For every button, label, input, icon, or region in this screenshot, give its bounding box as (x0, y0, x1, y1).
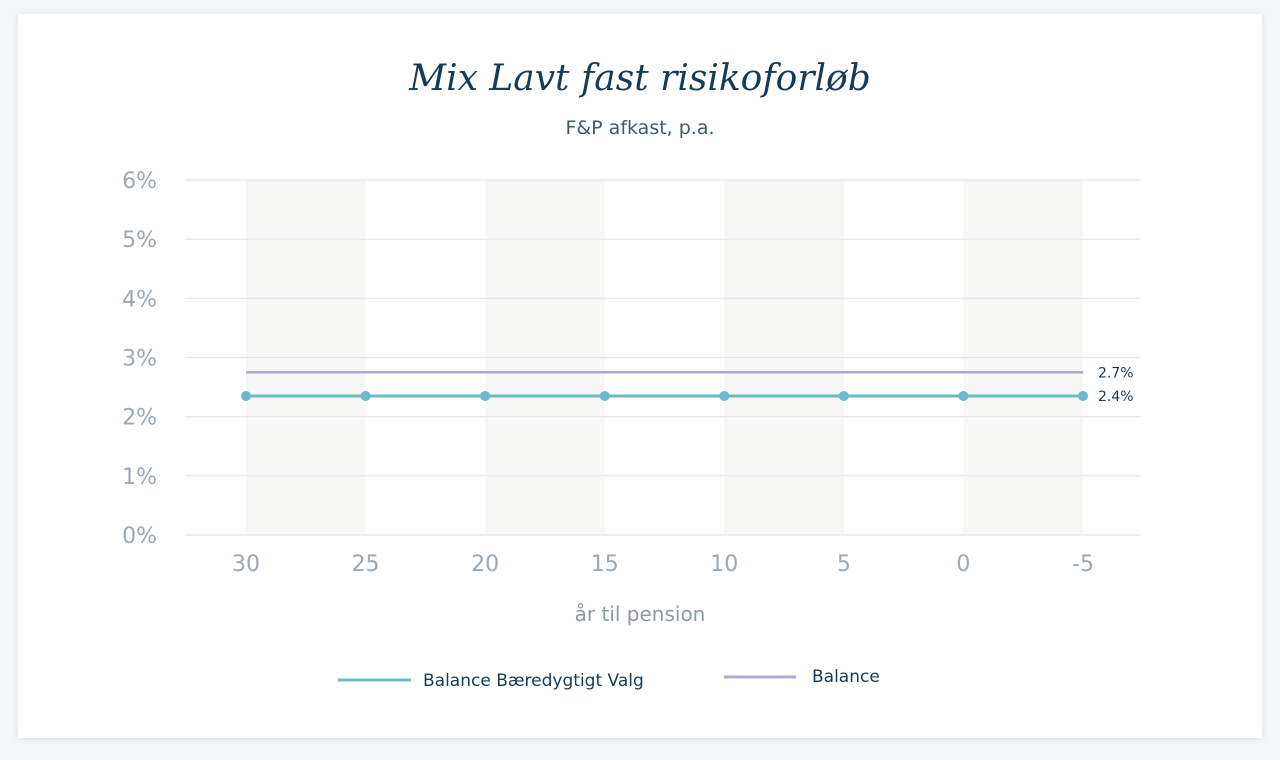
series-end-label: 2.4% (1098, 389, 1134, 405)
y-tick-label: 4% (122, 287, 157, 312)
x-tick-label: 5 (837, 552, 851, 577)
x-axis-label: år til pension (575, 602, 706, 626)
data-point (480, 390, 491, 401)
chart-subtitle: F&P afkast, p.a. (565, 117, 715, 139)
end-labels: 2.7% 2.4% (1098, 365, 1134, 405)
series-end-label: 2.7% (1098, 365, 1134, 381)
x-axis-ticks: 30 25 20 15 10 5 0 -5 (232, 552, 1094, 577)
data-point (241, 390, 251, 401)
grid-lines (185, 179, 1140, 536)
legend-label: Balance Bæredygtigt Valg (423, 671, 644, 691)
x-tick-label: 30 (232, 552, 260, 577)
x-tick-label: -5 (1072, 552, 1094, 577)
x-tick-label: 20 (471, 552, 499, 577)
y-tick-label: 3% (122, 347, 157, 372)
data-point (1078, 390, 1088, 401)
chart-title: Mix Lavt fast risikoforløb (409, 58, 871, 99)
legend[interactable]: Balance Bæredygtigt Valg Balance (338, 667, 880, 691)
y-tick-label: 1% (122, 465, 157, 490)
x-tick-label: 25 (352, 552, 380, 577)
legend-label: Balance (812, 667, 880, 687)
y-tick-label: 0% (122, 524, 157, 549)
series-group (241, 371, 1088, 401)
data-point (719, 390, 730, 401)
data-point (599, 390, 610, 401)
y-tick-label: 5% (122, 228, 157, 253)
x-tick-label: 10 (710, 552, 738, 577)
data-point (360, 390, 371, 401)
x-tick-label: 15 (591, 552, 619, 577)
data-point (838, 390, 849, 401)
x-tick-label: 0 (956, 552, 970, 577)
y-tick-label: 6% (122, 169, 157, 194)
y-tick-label: 2% (122, 406, 157, 431)
y-axis-ticks: 0% 1% 2% 3% 4% 5% 6% (122, 169, 157, 549)
data-point (958, 390, 969, 401)
